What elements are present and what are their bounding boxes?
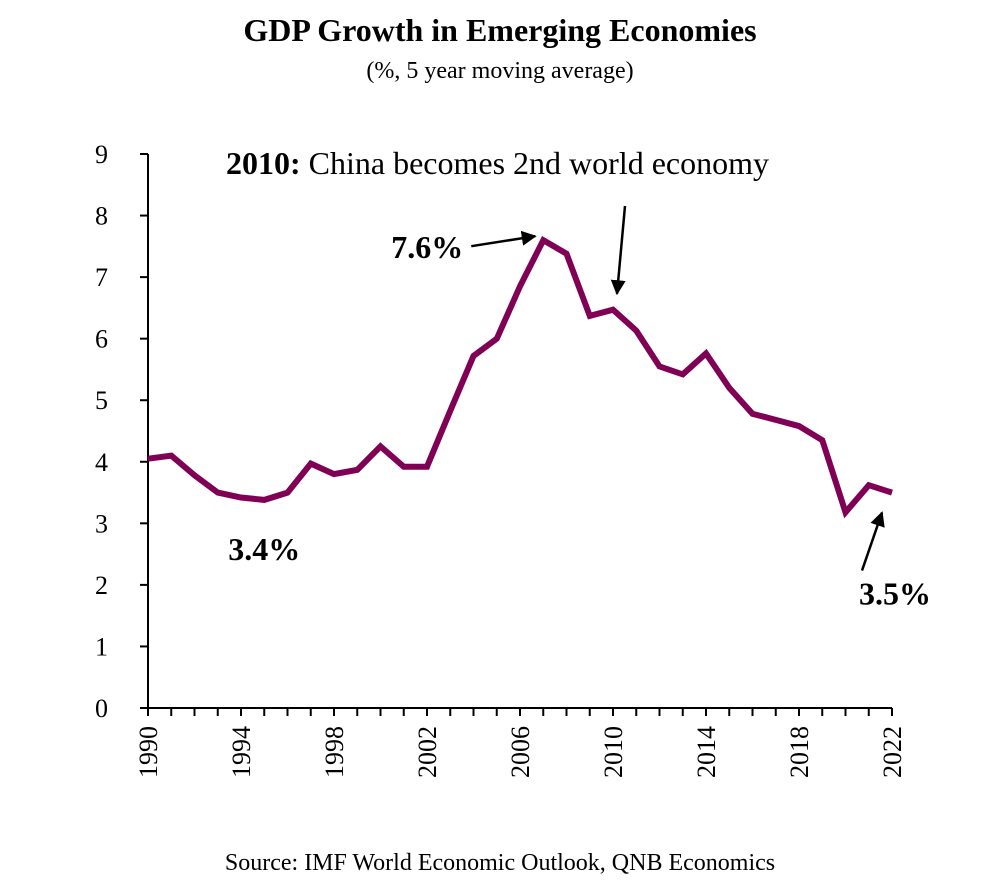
series-group [147,236,893,519]
chart-subtitle: (%, 5 year moving average) [366,58,634,84]
annotations: 3.4% 7.6% 3.5% 2010: China becomes 2nd worl… [226,145,931,612]
annotation-arrow [860,511,885,571]
x-tick-label: 2014 [692,726,721,778]
annotation-label: 3.4% [228,531,300,567]
y-tick-label: 6 [95,325,108,354]
y-tick-label: 5 [95,386,108,415]
y-tick-label: 4 [95,448,108,477]
x-tick-label: 1990 [134,726,163,778]
annotation-text: China becomes 2nd world economy [309,145,769,181]
chart-title: GDP Growth in Emerging Economies [243,12,757,48]
y-axis-ticks: 0 1 2 3 4 5 6 7 8 9 [95,140,148,723]
x-tick-label: 1998 [320,726,349,778]
series-line [147,236,893,519]
y-tick-label: 1 [95,632,108,661]
chart-source: Source: IMF World Economic Outlook, QNB … [224,850,776,876]
x-tick-label: 2022 [878,726,907,778]
x-tick-label: 1994 [227,726,256,778]
axes [147,154,892,709]
y-tick-label: 8 [95,202,108,231]
y-tick-label: 9 [95,140,108,169]
y-tick-label: 7 [95,263,108,292]
y-tick-label: 2 [95,571,108,600]
y-tick-label: 0 [95,694,108,723]
x-tick-label: 2006 [506,726,535,778]
annotation-arrow [471,230,537,248]
annotation-label: 7.6% [391,229,463,265]
annotation-year: 2010: [226,145,309,181]
annotation-label: 3.5% [859,576,931,612]
x-tick-label: 2010 [599,726,628,778]
annotation-arrow [610,205,627,296]
annotation-label: 2010: China becomes 2nd world economy [226,145,769,181]
x-axis-ticks: 1990 1994 1998 2002 2006 2010 2014 2018 2022 [134,708,907,778]
y-tick-label: 3 [95,509,108,538]
x-tick-label: 2018 [785,726,814,778]
x-tick-label: 2002 [413,726,442,778]
